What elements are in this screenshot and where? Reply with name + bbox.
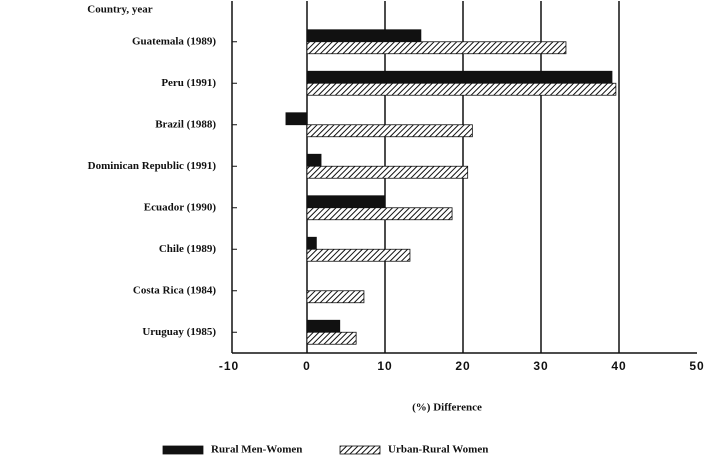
y-tick-label: Guatemala (1989): [132, 35, 216, 47]
bar: [306, 290, 365, 304]
bar: [306, 236, 317, 250]
bar: [306, 319, 341, 333]
legend-label: Rural Men-Women: [211, 444, 302, 456]
legend-label: Urban-Rural Women: [388, 444, 488, 456]
x-tick-label: -10: [219, 359, 239, 373]
y-tick-label: Dominican Republic (1991): [88, 160, 217, 172]
bar: [306, 207, 453, 221]
y-axis-title: Country, year: [87, 4, 153, 16]
x-tick-label: 30: [533, 359, 548, 373]
bar: [306, 248, 411, 262]
bar: [306, 70, 613, 84]
bar: [306, 82, 617, 96]
x-tick-label: 10: [377, 359, 392, 373]
y-tick-label: Peru (1991): [161, 77, 216, 89]
bar: [306, 29, 422, 43]
legend-swatch: [339, 445, 381, 455]
x-tick-label: 20: [455, 359, 470, 373]
x-axis-title: (%) Difference: [412, 402, 482, 414]
bar: [285, 112, 308, 126]
bar: [306, 153, 322, 167]
y-tick-label: Ecuador (1990): [144, 201, 217, 213]
bar: [306, 331, 357, 345]
bar: [306, 41, 567, 55]
x-tick-label: 40: [611, 359, 626, 373]
legend-swatch: [162, 445, 204, 455]
y-tick-label: Brazil (1988): [155, 118, 216, 130]
y-tick-label: Uruguay (1985): [142, 326, 216, 338]
y-tick-label: Costa Rica (1984): [133, 284, 216, 296]
bar: [306, 195, 385, 209]
x-tick-label: 50: [689, 359, 704, 373]
y-tick-label: Chile (1989): [159, 243, 216, 255]
x-tick-label: 0: [303, 359, 311, 373]
bar: [306, 124, 473, 138]
bar: [306, 165, 469, 179]
